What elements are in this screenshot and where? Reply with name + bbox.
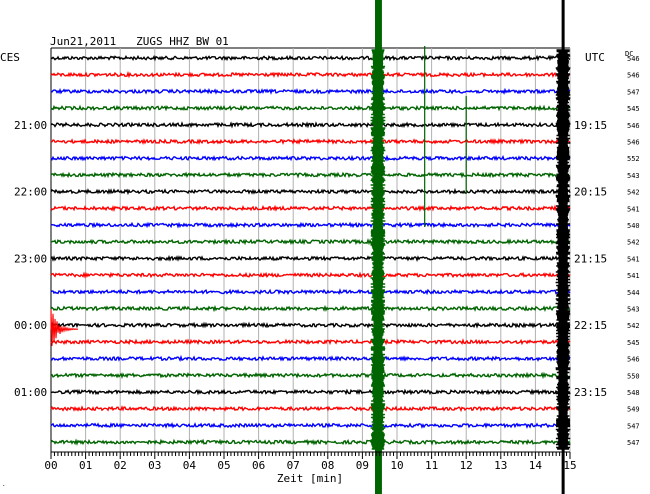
trace-row-12 xyxy=(50,254,571,263)
x-tick-label: 01 xyxy=(79,459,92,472)
trace-row-14 xyxy=(50,288,571,296)
trace-row-4 xyxy=(50,121,571,129)
trace-row-18 xyxy=(50,354,571,363)
x-axis: 00 01 02 03 04 05 06 07 08 09 10 11 12 13 14 15 xyxy=(44,451,577,472)
row-dc-value: 543 xyxy=(627,172,640,180)
trace-row-19 xyxy=(50,371,571,380)
x-tick-label: 02 xyxy=(114,459,127,472)
event-decay-4 xyxy=(50,309,79,346)
trace-row-9 xyxy=(50,204,571,213)
right-timezone-label: UTC xyxy=(585,51,605,64)
left-timezone-label: CES xyxy=(0,51,20,64)
x-tick-label: 03 xyxy=(148,459,161,472)
x-tick-label: 11 xyxy=(425,459,438,472)
trace-row-10 xyxy=(50,221,571,229)
trace-row-22 xyxy=(50,421,571,429)
x-tick-label: 12 xyxy=(460,459,473,472)
trace-row-5 xyxy=(50,138,571,146)
trace-row-11 xyxy=(50,238,571,246)
row-dc-value: 541 xyxy=(627,205,640,213)
event-bar xyxy=(375,0,380,494)
x-axis-label: Zeit [min] xyxy=(277,472,343,485)
row-dc-value: 547 xyxy=(627,88,640,96)
row-time-local: 23:00 xyxy=(14,252,47,265)
x-tick-label: 06 xyxy=(252,459,265,472)
row-dc-value: 546 xyxy=(627,122,640,130)
row-dc-value: 541 xyxy=(627,255,640,263)
row-labels: 546 546 547 545 21:00 19:15 546 546 552 543 22:00 2… xyxy=(14,55,640,447)
x-tick-label: 15 xyxy=(563,459,576,472)
trace-row-20 xyxy=(50,388,571,396)
trace-row-15 xyxy=(50,304,571,313)
row-time-local: 00:00 xyxy=(14,319,47,332)
trace-row-23 xyxy=(50,438,571,446)
row-dc-value: 540 xyxy=(627,222,640,230)
row-dc-value: 549 xyxy=(627,406,640,414)
trace-row-0 xyxy=(50,54,571,62)
x-tick-label: 05 xyxy=(217,459,230,472)
row-dc-value: 542 xyxy=(627,322,640,330)
trace-row-16 xyxy=(50,321,571,329)
event-core xyxy=(559,252,567,426)
event-bar xyxy=(561,0,565,494)
row-dc-value: 542 xyxy=(627,239,640,247)
row-dc-value: 546 xyxy=(627,72,640,80)
event-signals xyxy=(50,0,571,494)
row-dc-value: 546 xyxy=(627,356,640,364)
row-time-local: 22:00 xyxy=(14,186,47,199)
x-tick-label: 07 xyxy=(287,459,300,472)
row-dc-value: 541 xyxy=(627,272,640,280)
x-tick-label: 09 xyxy=(356,459,369,472)
event-bar xyxy=(377,0,382,494)
row-time-utc: 19:15 xyxy=(574,119,607,132)
row-time-utc: 20:15 xyxy=(574,186,607,199)
row-dc-value: 547 xyxy=(627,439,640,447)
row-dc-value: 552 xyxy=(627,155,640,163)
row-time-utc: 22:15 xyxy=(574,319,607,332)
row-dc-value: 545 xyxy=(627,105,640,113)
row-dc-value: 548 xyxy=(627,389,640,397)
trace-row-1 xyxy=(50,70,571,79)
row-dc-value: 547 xyxy=(627,422,640,430)
trace-row-17 xyxy=(50,338,571,346)
trace-row-13 xyxy=(50,271,571,279)
trace-row-6 xyxy=(50,154,571,162)
x-tick-label: 08 xyxy=(321,459,334,472)
row-time-local: 21:00 xyxy=(14,119,47,132)
row-dc-value: 544 xyxy=(627,289,640,297)
trace-row-3 xyxy=(50,104,571,112)
x-tick-label: 10 xyxy=(390,459,403,472)
row-dc-value: 543 xyxy=(627,306,640,314)
row-dc-value: 542 xyxy=(627,189,640,197)
trace-row-8 xyxy=(50,187,571,196)
corner-mark: . xyxy=(2,481,6,488)
row-dc-value: 550 xyxy=(627,372,640,380)
x-tick-label: 13 xyxy=(494,459,507,472)
trace-row-21 xyxy=(50,405,571,413)
x-tick-label: 04 xyxy=(183,459,197,472)
x-tick-label: 14 xyxy=(529,459,543,472)
row-dc-value: 546 xyxy=(627,55,640,63)
trace-row-7 xyxy=(50,171,571,179)
row-dc-value: 546 xyxy=(627,139,640,147)
dc-column-header: DC xyxy=(625,50,633,58)
row-time-utc: 23:15 xyxy=(574,386,607,399)
row-time-utc: 21:15 xyxy=(574,252,607,265)
trace-series xyxy=(50,54,571,446)
row-time-local: 01:00 xyxy=(14,386,47,399)
chart-title: Jun21,2011 ZUGS HHZ BW 01 xyxy=(50,35,229,48)
row-dc-value: 545 xyxy=(627,339,640,347)
trace-row-2 xyxy=(50,87,571,95)
x-tick-label: 00 xyxy=(44,459,57,472)
